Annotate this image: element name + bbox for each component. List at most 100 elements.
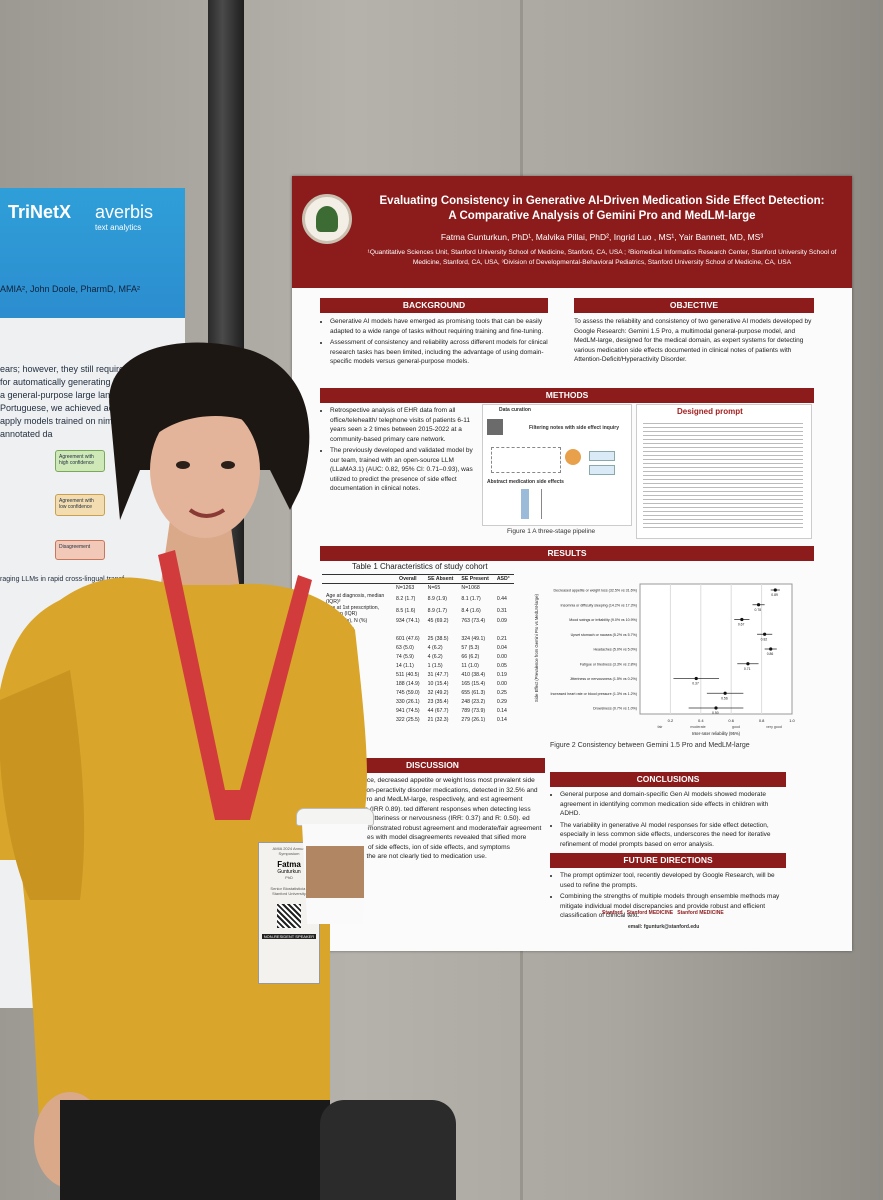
objective-text: To assess the reliability and consistenc…	[574, 318, 812, 363]
table-cell: 763 (73.4)	[461, 618, 486, 624]
presenter-figure	[0, 342, 367, 1200]
table-cell: 4 (6.2)	[427, 645, 443, 651]
qr-code-icon	[277, 904, 301, 928]
chart-data-label: 0.89	[771, 593, 778, 597]
eye-right	[221, 461, 235, 469]
conclusions-heading: CONCLUSIONS	[550, 772, 786, 787]
results-heading: RESULTS	[320, 546, 814, 561]
table-cell: 25 (38.5)	[427, 636, 449, 642]
chart-point	[740, 617, 744, 622]
conclusions-bullet: The variability in generative AI model r…	[560, 821, 786, 850]
poster-title-line2: A Comparative Analysis of Gemini Pro and…	[448, 210, 756, 222]
chart-category-label: Increased heart rate or blood pressure (…	[551, 692, 638, 696]
no-box	[589, 465, 615, 475]
table-cell: 655 (61.3)	[461, 690, 486, 696]
chart-tick-label: 0.8	[759, 718, 765, 723]
methods-bullet: Retrospective analysis of EHR data from …	[330, 406, 480, 444]
smile-shape	[188, 508, 226, 518]
badge-degree: PhD	[285, 875, 293, 880]
table-cell: 11 (1.0)	[461, 663, 479, 669]
table-subheader: N=1263	[396, 585, 415, 592]
table-cell	[424, 626, 458, 635]
methods-heading: METHODS	[320, 388, 814, 403]
chart-category-label: Insomnia or difficulty sleeping (14.2% v…	[561, 603, 637, 607]
methods-text: Retrospective analysis of EHR data from …	[320, 406, 480, 496]
chart-point	[769, 647, 773, 651]
table-cell: 21 (32.3)	[427, 717, 449, 723]
chart-data-label: 0.78	[755, 608, 762, 612]
objective-heading: OBJECTIVE	[574, 298, 814, 313]
discussion-text: clinical experience, decreased appetite …	[320, 777, 542, 860]
cup-lid	[296, 808, 374, 826]
table-cell: Age at 1st prescription, median (IQR)	[326, 604, 380, 617]
chart-category-label: Jitteriness or nervousness (1.5% vs 0.2%…	[570, 677, 637, 681]
table-row: 601 (47.6) 25 (38.5) 324 (49.1) 0.21	[322, 635, 514, 644]
table-cell: 8.1 (1.7)	[461, 595, 481, 602]
table-cell: Age at diagnosis, median (IQR)³	[326, 592, 385, 605]
background-heading: BACKGROUND	[320, 298, 548, 313]
table-cell: 4 (6.2)	[427, 654, 443, 660]
chart-data-label: 0.86	[767, 652, 774, 656]
pipeline-model-box	[491, 447, 561, 473]
table-row: Age at 1st prescription, median (IQR) 8.5…	[322, 605, 514, 617]
chart-data-label: 0.71	[744, 667, 751, 671]
future-text: The prompt optimizer tool, recently deve…	[550, 871, 786, 923]
table-cell: 0.04	[496, 645, 507, 651]
table-cell: 8.2 (1.7)	[396, 595, 416, 602]
chart-x-axis-label: Inter-rater reliability (95%)	[692, 731, 741, 736]
footer-logo: Stanford	[602, 910, 623, 916]
pipeline-step1: Data curation	[499, 407, 531, 413]
document-icon	[487, 419, 503, 435]
table-cell: 511 (40.5)	[396, 672, 420, 678]
chart-category-label: Decreased appetite or weight loss (32.5%…	[554, 589, 638, 593]
fig1-caption: Figure 1 A three-stage pipeline	[507, 528, 596, 535]
chart-point	[723, 691, 727, 695]
chart-point	[756, 603, 761, 607]
table-cell: 279 (26.1)	[461, 717, 486, 723]
table-cell: 0.31	[496, 607, 507, 614]
table-cell: 23 (35.4)	[427, 699, 449, 705]
conclusions-bullet: General purpose and domain-specific Gen …	[560, 790, 786, 819]
chart-zone-label: moderate	[690, 725, 705, 729]
badge-role: Senior Biostatistician	[270, 886, 308, 891]
table-cell: 0.14	[496, 717, 507, 723]
table-cell: 32 (49.2)	[427, 690, 449, 696]
table-cell: 0.19	[496, 672, 507, 678]
chart-zone-label: good	[732, 725, 740, 729]
consistency-chart-svg: Decreased appetite or weight loss (32.5%…	[534, 583, 796, 736]
table-cell: 8.5 (1.6)	[396, 607, 416, 614]
left-poster-box-disagree: Disagreement	[55, 540, 105, 560]
table-cell: 745 (59.0)	[396, 690, 420, 696]
prompt-figure: Designed prompt	[636, 404, 812, 539]
yes-box	[589, 451, 615, 461]
table-cell: 0.21	[496, 636, 507, 642]
chart-point	[773, 588, 777, 592]
chart-point	[694, 676, 698, 681]
chart-tick-label: 0.4	[698, 718, 704, 723]
footer-logo: Stanford MEDICINE	[626, 910, 674, 916]
table-cell: 0.14	[496, 708, 507, 714]
fig2-caption: Figure 2 Consistency between Gemini 1.5 …	[550, 742, 750, 749]
table-cell: 10 (15.4)	[427, 681, 449, 687]
table-row: 941 (74.5) 44 (67.7) 789 (73.9) 0.14	[322, 707, 514, 716]
poster-affiliation: ¹Quantitative Sciences Unit, Stanford Un…	[367, 249, 837, 266]
prompt-body-lines	[643, 423, 803, 531]
badge-surname: Gunturkun	[277, 869, 301, 875]
chart-data-label: 0.82	[761, 637, 768, 641]
methods-bullet: The previously developed and validated m…	[330, 446, 480, 494]
pipeline-step2: Filtering notes with side effect inquiry	[529, 425, 620, 431]
table-header: ASD³	[492, 574, 514, 584]
eye-left	[176, 461, 190, 469]
table-header	[322, 574, 392, 584]
footer-logos: Stanford Stanford MEDICINE Stanford MEDI…	[602, 910, 724, 917]
table-cell: 57 (5.3)	[461, 645, 480, 651]
averbis-name: averbis	[95, 202, 154, 222]
left-poster-footer: raging LLMs in rapid cross-lingual trans…	[0, 576, 125, 583]
model-node-icon	[565, 449, 581, 465]
table-row: 322 (25.5) 21 (32.3) 279 (26.1) 0.14	[322, 716, 514, 725]
left-poster-box-low: Agreement with low confidence	[55, 494, 105, 516]
hair-bangs	[150, 391, 262, 440]
table-cell: 0.00	[496, 681, 507, 687]
badge-first-name: Fatma	[277, 860, 301, 869]
chart-category-label: Drowsiness (0.7% vs 1.0%)	[593, 707, 637, 711]
